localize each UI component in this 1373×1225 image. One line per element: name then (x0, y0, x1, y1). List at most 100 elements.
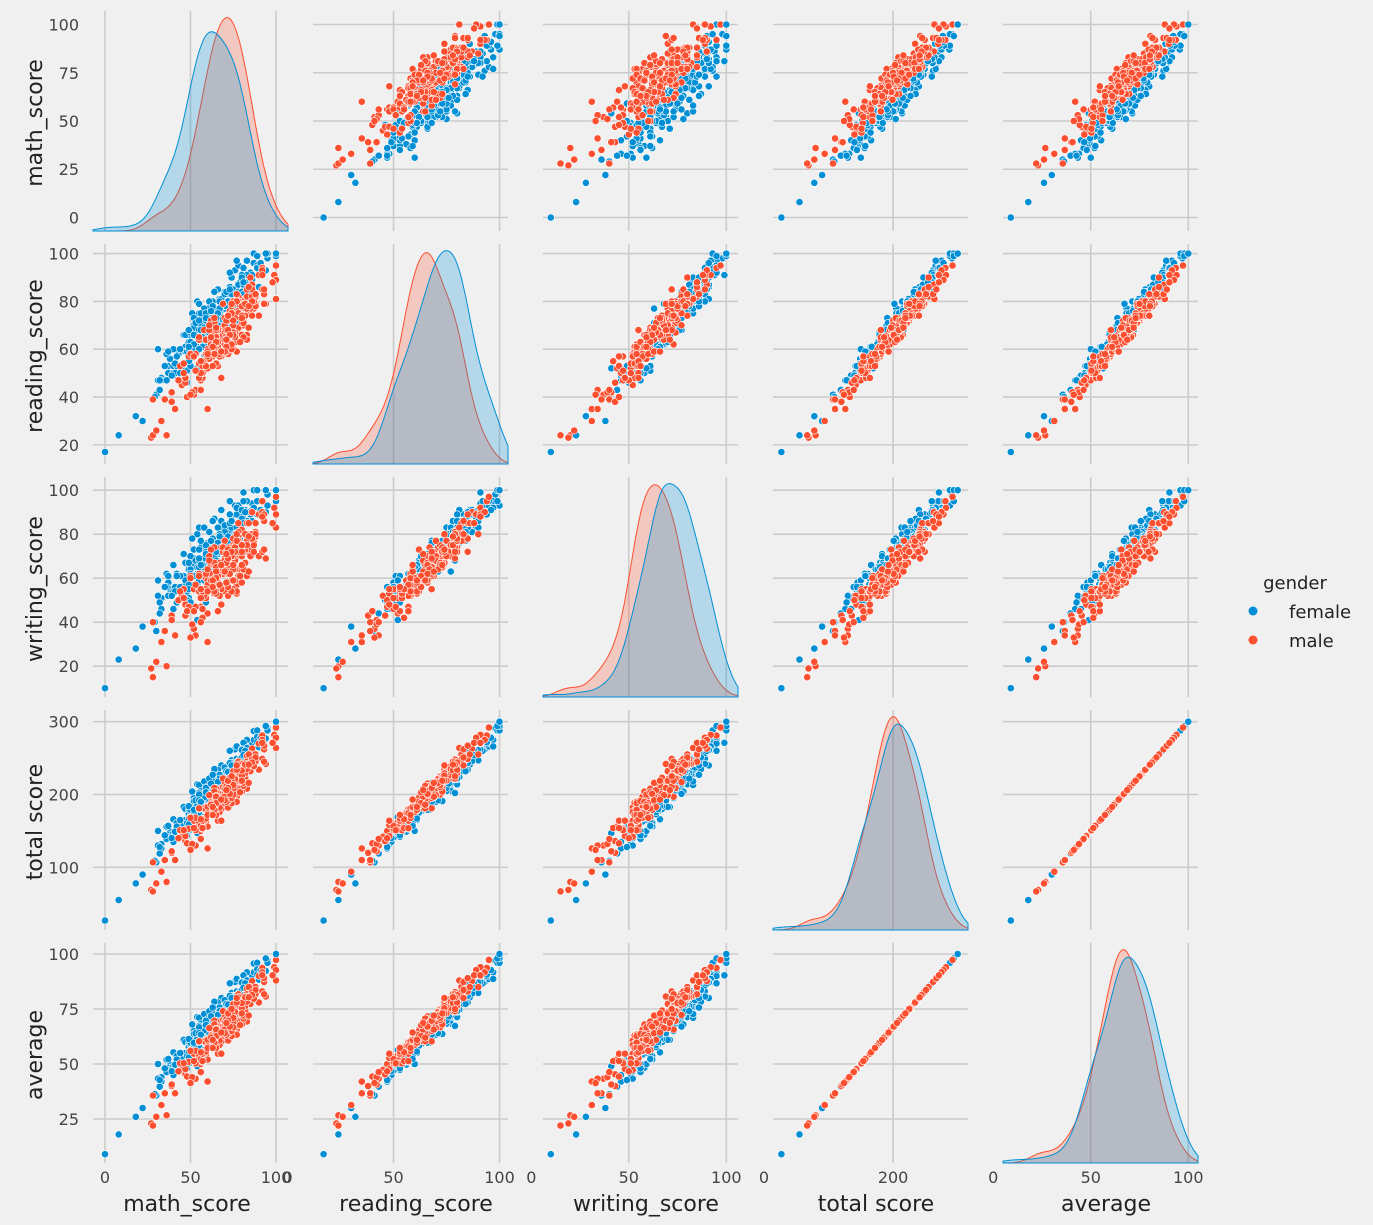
point-male (1114, 82, 1123, 91)
point-female (677, 105, 686, 114)
point-male (683, 65, 692, 73)
point-male (605, 159, 614, 168)
point-male (1068, 138, 1077, 147)
point-female (927, 72, 936, 81)
point-female (351, 178, 360, 187)
point-male (338, 657, 347, 666)
point-female (712, 72, 721, 81)
point-male (196, 618, 205, 627)
point-male (605, 105, 614, 114)
y-tick-label: 0 (69, 208, 79, 227)
point-male (857, 366, 866, 375)
point-male (251, 519, 260, 528)
point-male (587, 97, 596, 106)
point-female (114, 655, 123, 664)
point-male (260, 285, 268, 294)
point-male (829, 159, 837, 168)
point-male (1146, 51, 1154, 60)
point-male (656, 347, 664, 356)
point-female (404, 132, 413, 141)
point-male (1148, 34, 1157, 42)
panel-math-score-vs-reading-score (313, 11, 508, 231)
point-male (232, 290, 241, 299)
point-male (484, 492, 493, 501)
point-male (440, 74, 449, 83)
point-male (152, 426, 161, 435)
point-female (225, 285, 234, 294)
point-male (203, 405, 212, 413)
y-tick-label: 75 (59, 64, 79, 83)
point-male (593, 405, 602, 413)
point-male (656, 82, 664, 91)
point-female (172, 352, 181, 361)
point-female (1091, 142, 1100, 150)
point-female (495, 32, 504, 40)
point-female (169, 561, 178, 569)
point-male (924, 273, 933, 282)
point-male (391, 602, 400, 611)
point-male (427, 554, 436, 563)
point-male (270, 503, 279, 512)
point-female (155, 609, 164, 618)
y-tick-label: 20 (59, 657, 79, 676)
point-female (347, 171, 356, 179)
point-male (632, 350, 641, 358)
point-female (720, 271, 729, 279)
point-male (160, 627, 169, 635)
point-male (918, 34, 927, 42)
y-tick-label: 100 (48, 481, 79, 500)
point-male (220, 567, 229, 576)
point-male (556, 159, 565, 168)
point-female (154, 591, 162, 600)
point-male (455, 20, 464, 29)
point-male (597, 395, 606, 404)
point-female (436, 107, 445, 116)
point-male (429, 51, 438, 60)
point-male (484, 20, 493, 29)
point-female (154, 345, 162, 354)
point-male (408, 561, 417, 569)
panel-math-score-vs-writing-score (543, 11, 738, 231)
point-female (628, 138, 637, 147)
point-female (225, 268, 234, 277)
point-male (205, 321, 214, 330)
point-male (167, 397, 176, 406)
point-male (217, 373, 226, 382)
point-female (546, 448, 555, 456)
point-male (615, 113, 623, 121)
point-female (138, 417, 147, 425)
point-male (1087, 366, 1096, 375)
point-male (383, 130, 392, 139)
point-male (587, 417, 596, 425)
point-male (859, 103, 868, 112)
point-male (859, 113, 868, 121)
point-female (489, 65, 498, 73)
point-female (155, 385, 164, 394)
point-male (699, 271, 707, 279)
point-female (334, 198, 343, 206)
point-female (1024, 198, 1033, 206)
point-female (495, 486, 504, 495)
point-male (368, 607, 377, 616)
point-male (831, 145, 839, 154)
point-male (188, 620, 197, 629)
point-male (636, 362, 645, 370)
point-male (634, 326, 643, 334)
point-male (237, 547, 246, 556)
point-male (147, 664, 156, 673)
point-male (459, 65, 468, 73)
y-tick-label: 50 (59, 112, 79, 131)
point-male (880, 333, 888, 342)
point-male (347, 638, 356, 646)
point-male (427, 585, 436, 594)
point-male (893, 76, 901, 85)
point-male (570, 155, 579, 164)
point-male (646, 107, 655, 116)
point-male (208, 583, 217, 591)
point-male (448, 532, 457, 541)
point-female (818, 171, 826, 179)
point-female (597, 155, 606, 164)
point-male (374, 105, 383, 114)
point-female (383, 144, 392, 152)
